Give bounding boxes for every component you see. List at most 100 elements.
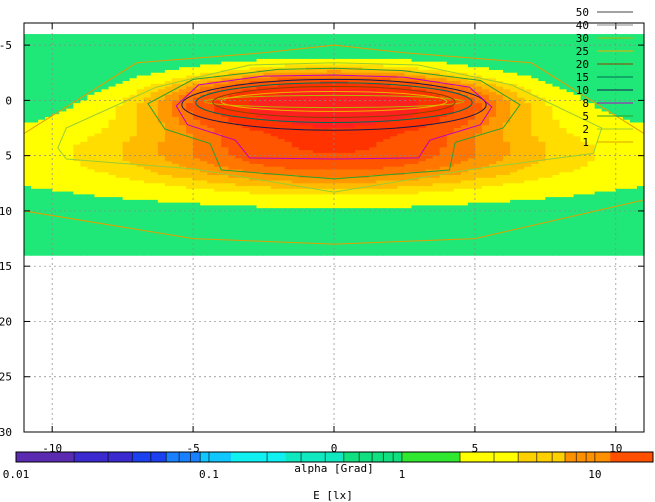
heat-cell [496, 152, 504, 157]
heat-cell [115, 186, 124, 190]
heat-cell [73, 36, 81, 41]
heat-cell [334, 150, 342, 154]
heat-cell [341, 39, 349, 43]
heat-cell [171, 108, 180, 113]
heat-cell [622, 67, 631, 71]
heat-cell [580, 119, 589, 124]
heat-cell [235, 133, 244, 137]
heat-cell [566, 183, 575, 187]
heat-cell [115, 163, 124, 168]
heat-cell [545, 128, 554, 132]
heat-cell [517, 125, 525, 129]
heat-cell [615, 136, 624, 140]
heat-cell [291, 108, 300, 113]
heat-cell [291, 130, 300, 135]
heat-cell [348, 116, 356, 121]
heat-cell [214, 103, 222, 107]
heat-cell [517, 128, 525, 132]
heat-cell [524, 67, 532, 71]
heat-cell [481, 141, 490, 146]
heat-cell [369, 172, 377, 176]
heat-cell [552, 58, 561, 63]
heat-cell [348, 34, 356, 38]
heat-cell [24, 136, 32, 140]
heat-cell [446, 100, 455, 104]
heat-cell [122, 64, 131, 68]
heat-cell [474, 183, 483, 187]
heat-cell [453, 141, 462, 146]
heat-cell [129, 183, 138, 187]
heat-cell [453, 42, 462, 46]
heat-cell [566, 116, 575, 121]
heat-cell [460, 180, 469, 184]
heat-cell [474, 86, 483, 90]
heat-cell [108, 186, 117, 190]
heat-cell [411, 144, 420, 148]
heat-cell [531, 92, 539, 96]
heat-cell [404, 42, 413, 46]
heat-cell [503, 42, 511, 46]
heat-cell [503, 133, 511, 137]
heat-cell [73, 39, 81, 43]
heat-cell [186, 67, 194, 71]
heat-cell [341, 141, 349, 146]
heat-cell [615, 122, 624, 126]
heat-cell [503, 152, 511, 157]
heat-cell [545, 83, 554, 88]
heat-cell [129, 114, 138, 118]
heat-cell [425, 136, 434, 140]
heat-cell [80, 119, 89, 124]
heat-cell [312, 186, 321, 190]
heat-cell [221, 161, 229, 165]
heat-cell [38, 64, 46, 68]
heat-cell [418, 42, 427, 46]
heat-cell [228, 111, 236, 115]
heat-cell [376, 136, 384, 140]
heat-cell [369, 141, 377, 146]
heat-cell [157, 144, 166, 148]
heat-cell [129, 39, 138, 43]
heat-cell [256, 47, 265, 52]
heat-cell [355, 141, 363, 146]
heat-cell [404, 136, 413, 140]
heat-cell [608, 92, 617, 96]
heat-cell [31, 161, 39, 165]
heat-cell [503, 36, 511, 41]
heat-cell [228, 144, 236, 148]
heat-cell [489, 92, 497, 96]
heat-cell [348, 36, 356, 41]
heat-cell [45, 39, 53, 43]
heat-cell [411, 72, 420, 77]
heat-cell [200, 78, 208, 82]
heat-cell [256, 45, 265, 49]
heat-cell [474, 42, 483, 46]
heat-cell [517, 53, 525, 57]
heat-cell [270, 69, 279, 74]
heat-cell [136, 47, 145, 52]
heat-cell [136, 119, 145, 124]
heat-cell [341, 53, 349, 57]
heat-cell [622, 161, 631, 165]
heat-cell [566, 155, 575, 160]
heat-cell [193, 94, 201, 99]
heat-cell [150, 72, 159, 77]
heat-cell [326, 166, 335, 171]
heat-cell [355, 122, 363, 126]
heat-cell [474, 186, 483, 190]
heat-cell [538, 45, 546, 49]
heat-cell [129, 188, 138, 193]
heat-cell [334, 111, 342, 115]
heat-cell [474, 125, 483, 129]
heat-cell [164, 53, 173, 57]
heat-cell [615, 67, 624, 71]
heat-cell [179, 47, 187, 52]
heat-cell [369, 177, 377, 182]
heat-cell [474, 108, 483, 113]
heat-cell [193, 69, 201, 74]
heat-cell [369, 158, 377, 162]
heat-cell [460, 58, 469, 63]
heat-cell [467, 147, 476, 151]
heat-cell [24, 147, 32, 151]
heat-cell [221, 67, 229, 71]
heat-cell [122, 166, 131, 171]
